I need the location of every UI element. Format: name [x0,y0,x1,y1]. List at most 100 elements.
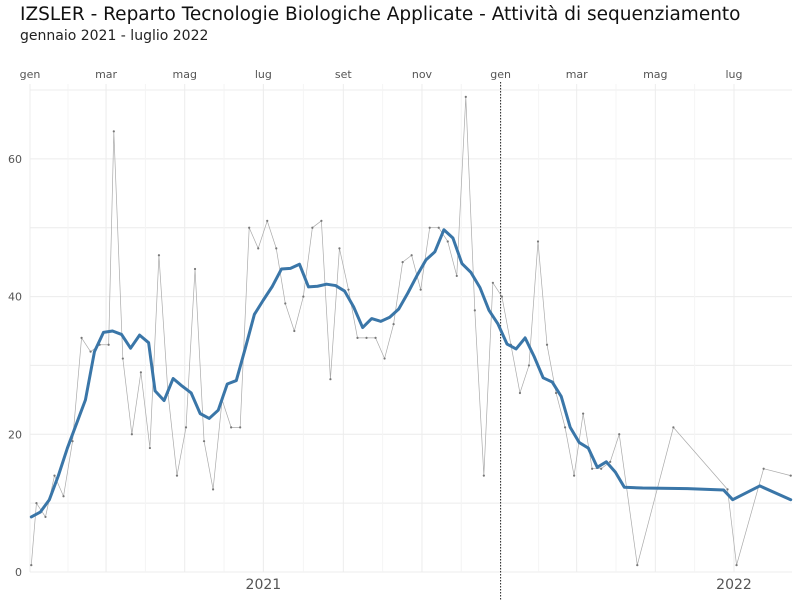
weekly-point [329,378,332,381]
weekly-point [184,426,188,429]
weekly-point [248,226,251,229]
moving-average-point [30,515,33,519]
moving-average-point [93,350,96,353]
moving-average-point [560,395,563,398]
moving-average-point [352,305,355,309]
moving-average-point [397,307,400,311]
weekly-point [44,515,47,519]
weekly-point [473,309,476,312]
weekly-point [491,281,494,284]
weekly-point [726,488,729,491]
moving-average-point [361,326,364,329]
moving-average-point [442,228,446,231]
chart-title: IZSLER - Reparto Tecnologie Biologiche A… [20,4,741,25]
grid-lines [29,84,792,573]
moving-average-point [235,379,238,382]
weekly-point [545,343,549,346]
moving-average-point [569,426,572,429]
moving-average-point [550,380,554,384]
weekly-point [500,295,503,298]
moving-average-point [523,336,527,340]
moving-average-point [289,267,292,270]
moving-average-point [487,309,491,312]
moving-average-point [180,384,184,388]
moving-average-point [623,486,626,489]
weekly-point [121,357,124,360]
weekly-point [193,267,197,271]
weekly-point [527,364,531,367]
weekly-point [157,254,161,257]
moving-average-point [686,487,689,490]
moving-average-point [731,498,734,501]
weekly-point [419,288,422,291]
moving-average-point [532,355,536,358]
moving-average-point [325,282,328,286]
weekly-point [735,564,738,567]
moving-average-point [370,317,373,320]
moving-average-point [460,262,464,265]
moving-average-point [605,460,608,464]
weekly-point [80,336,83,339]
moving-average-point [789,498,792,501]
weekly-point [266,219,269,222]
weekly-point [112,130,115,133]
y-tick-label: 60 [8,153,22,166]
weekly-point [30,564,33,567]
moving-average-point [451,236,455,240]
weekly-point [383,357,386,360]
x-tick-label: lug [255,68,272,81]
weekly-point [107,343,110,346]
weekly-point [175,474,179,477]
weekly-point [311,226,314,229]
x-tick-label: gen [490,68,511,81]
moving-average-point [111,329,114,333]
moving-average-point [406,291,409,295]
x-tick-label: mag [172,68,196,81]
weekly-point [302,295,305,298]
moving-average-point [478,286,482,289]
moving-average-point [66,446,69,450]
moving-average-point [722,488,725,492]
moving-average-point [514,347,518,351]
weekly-point [62,495,65,498]
weekly-point [148,446,152,450]
moving-average-point [171,377,175,380]
weekly-point [437,226,440,229]
weekly-point [130,433,133,436]
weekly-point [257,247,260,250]
moving-average-point [189,391,193,395]
y-tick-label: 0 [15,566,22,579]
moving-average-point [343,289,346,293]
x-tick-label: mar [95,68,117,81]
weekly-point [53,474,56,477]
moving-average-point [262,298,265,302]
x-tick-label: lug [725,68,742,81]
weekly-point [284,302,287,305]
weekly-point [320,219,323,222]
weekly-point [410,254,413,257]
moving-average-point [469,271,473,274]
moving-average-point [280,267,283,271]
weekly-point [89,350,92,353]
moving-average-point [129,347,132,350]
weekly-point [789,474,792,477]
weekly-point [374,336,377,339]
x-tick-label: gen [20,68,41,81]
weekly-point [239,426,242,429]
x-tick-label: set [335,68,352,81]
moving-average-point [84,398,87,402]
weekly-point [482,474,485,477]
moving-average-point [596,466,599,469]
moving-average-point [153,389,157,393]
weekly-point [211,488,215,491]
x-tick-label: nov [412,68,433,81]
moving-average-point [253,313,256,316]
moving-average-point [138,333,141,337]
moving-average-point [614,470,617,474]
moving-average-point [496,322,500,326]
weekly-point [554,391,558,395]
weekly-point [401,261,404,264]
moving-average-point [379,320,382,323]
moving-average-point [758,484,761,488]
